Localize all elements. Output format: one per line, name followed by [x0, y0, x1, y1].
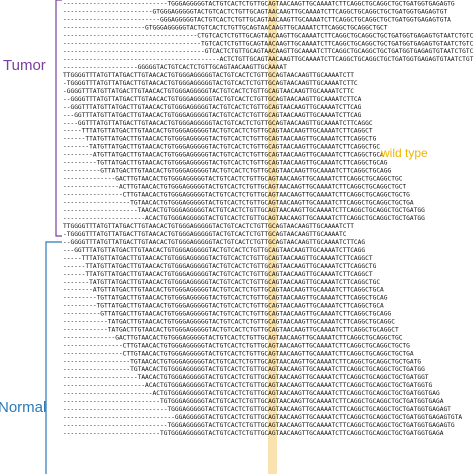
tumor-bracket: [55, 0, 62, 237]
read-sequence-row: ------------------TGTAACACTGTGGGAGGGGGTA…: [63, 358, 421, 365]
read-sequence-row: ----------------CTTGTAACACTGTGGGAGGGGGTA…: [63, 191, 410, 198]
read-sequence-row: ---GGTTTATGTTATGACTTGTAACACTGTGGGAGGGGGT…: [63, 247, 365, 254]
read-sequence-row: ------------------------ACTGTGGGAGGGGGTA…: [63, 390, 440, 397]
read-sequence-row: -GGGGTTTATGTTATGACTTGTAACACTGTGGGAGGGGGT…: [63, 88, 354, 95]
read-sequence-row: -----TTTATGTTATGACTTGTAACACTGTGGGAGGGGGT…: [63, 255, 373, 262]
read-sequence-row: ----------------------------TGGGAGGGGGTA…: [63, 1, 455, 8]
read-sequence-row: -------------------------------------TGT…: [63, 40, 474, 47]
read-sequence-row: --------------GACTTGTAACACTGTGGGAGGGGGTA…: [63, 175, 403, 182]
wild-type-label: wild type: [380, 146, 428, 160]
read-sequence-row: -------TATGTTATGACTTGTAACACTGTGGGAGGGGGT…: [63, 279, 380, 286]
read-sequence-row: -TGGGGTTTATGTTATGACTTGTAACACTGTGGGAGGGGG…: [63, 80, 358, 87]
read-sequence-row: -------TATGTTATGACTTGTAACACTGTGGGAGGGGGT…: [63, 144, 380, 151]
tumor-label: Tumor: [3, 57, 46, 74]
read-sequence-row: ------------------TGTAACACTGTGGGAGGGGGTA…: [63, 199, 414, 206]
read-sequence-row: ----------GTTATGACTTGTAACACTGTGGGAGGGGGT…: [63, 311, 392, 318]
read-sequence-row: -TGGGGTTTATGTTATGACTTGTAACACTGTGGGAGGGGG…: [63, 231, 347, 238]
read-sequence-row: --------------------------TGTGGGAGGGGGTA…: [63, 430, 444, 437]
read-sequence-row: ----------------CTTGTAACACTGTGGGAGGGGGTA…: [63, 350, 414, 357]
read-sequence-row: ------TTATGTTATGACTTGTAACACTGTGGGAGGGGGT…: [63, 263, 377, 270]
read-sequence-row: --GGGTTTATGTTATGACTTGTAACACTGTGGGAGGGGGT…: [63, 104, 362, 111]
read-sequence-row: ------------------------------GGAGGGGGTA…: [63, 414, 462, 421]
read-sequence-row: ---------------ACTTGTAACACTGTGGGAGGGGGTA…: [63, 183, 406, 190]
read-sequence-row: ---------TGTTATGACTTGTAACACTGTGGGAGGGGGT…: [63, 160, 388, 167]
normal-label: Normal: [0, 399, 46, 416]
read-sequence-row: --------------------GGGGGTACTGTCACTCTGTT…: [63, 64, 287, 71]
read-sequence-row: --------------------------------------GT…: [63, 48, 474, 55]
read-sequence-row: --------ATGTTATGACTTGTAACACTGTGGGAGGGGGT…: [63, 287, 384, 294]
read-sequence-row: TTGGGGTTTATGTTATGACTTGTAACACTGTGGGAGGGGG…: [63, 223, 354, 230]
read-alignment-list: ----------------------------TGGGAGGGGGTA…: [63, 1, 474, 437]
mutation-highlight-column: [268, 0, 277, 474]
read-sequence-row: --------ATGTTATGACTTGTAACACTGTGGGAGGGGGT…: [63, 152, 384, 159]
read-sequence-row: ----GGTTTATGTTATGACTTGTAACACTGTGGGAGGGGG…: [63, 120, 373, 127]
read-sequence-row: ------------------------------------CTGT…: [63, 32, 474, 39]
normal-bracket: [45, 241, 62, 474]
read-sequence-row: ------TTATGTTATGACTTGTAACACTGTGGGAGGGGGT…: [63, 136, 377, 143]
read-sequence-row: --GGGGTTTATGTTATGACTTGTAACACTGTGGGAGGGGG…: [63, 239, 365, 246]
read-sequence-row: ---------TGTTATGACTTGTAACACTGTGGGAGGGGGT…: [63, 303, 384, 310]
read-sequence-row: ------TTATGTTATGACTTGTAACACTGTGGGAGGGGGT…: [63, 271, 373, 278]
read-sequence-row: ------------TATGACTTGTAACACTGTGGGAGGGGGT…: [63, 319, 395, 326]
read-sequence-row: ------------TATGACTTGTAACACTGTGGGAGGGGGT…: [63, 326, 399, 333]
read-sequence-row: --GGGGTTTATGTTATGACTTGTAACACTGTGGGAGGGGG…: [63, 96, 362, 103]
read-sequence-row: ----------------CTTGTAACACTGTGGGAGGGGGTA…: [63, 342, 410, 349]
read-sequence-row: --------------------TAACACTGTGGGAGGGGGTA…: [63, 374, 429, 381]
read-sequence-row: -----TTTATGTTATGACTTGTAACACTGTGGGAGGGGGT…: [63, 128, 373, 135]
read-sequence-row: ----------GTTATGACTTGTAACACTGTGGGAGGGGGT…: [63, 167, 392, 174]
read-sequence-row: ----------------------ACACTGTGGGAGGGGGTA…: [63, 215, 425, 222]
read-sequence-row: --------------------TAACACTGTGGGAGGGGGTA…: [63, 207, 425, 214]
read-sequence-row: ------------------------GTGGGAGGGGGTACTG…: [63, 8, 447, 15]
read-sequence-row: ----------------------GTGGGAGGGGGTACTGTC…: [63, 24, 388, 31]
highlight-band: [268, 0, 277, 474]
read-sequence-row: ---------TGTTATGACTTGTAACACTGTGGGAGGGGGT…: [63, 295, 388, 302]
read-sequence-row: --------------GACTTGTAACACTGTGGGAGGGGGTA…: [63, 334, 403, 341]
read-sequence-row: ---GGTTTATGTTATGACTTGTAACACTGTGGGAGGGGGT…: [63, 112, 362, 119]
read-sequence-row: ----------------------ACACTGTGGGAGGGGGTA…: [63, 382, 433, 389]
read-sequence-row: ------------------TGTAACACTGTGGGAGGGGGTA…: [63, 366, 425, 373]
read-sequence-row: --------------------------GGGAGGGGGTACTG…: [63, 16, 451, 23]
read-sequence-row: --------------------------TGTGGGAGGGGGTA…: [63, 398, 444, 405]
read-sequence-row: TTGGGGTTTATGTTATGACTTGTAACACTGTGGGAGGGGG…: [63, 72, 354, 79]
read-sequence-row: ----------------------------TGGGAGGGGGTA…: [63, 422, 455, 429]
read-sequence-row: ----------------------------------------…: [63, 56, 474, 63]
read-sequence-row: ----------------------------TGGGAGGGGGTA…: [63, 406, 451, 413]
